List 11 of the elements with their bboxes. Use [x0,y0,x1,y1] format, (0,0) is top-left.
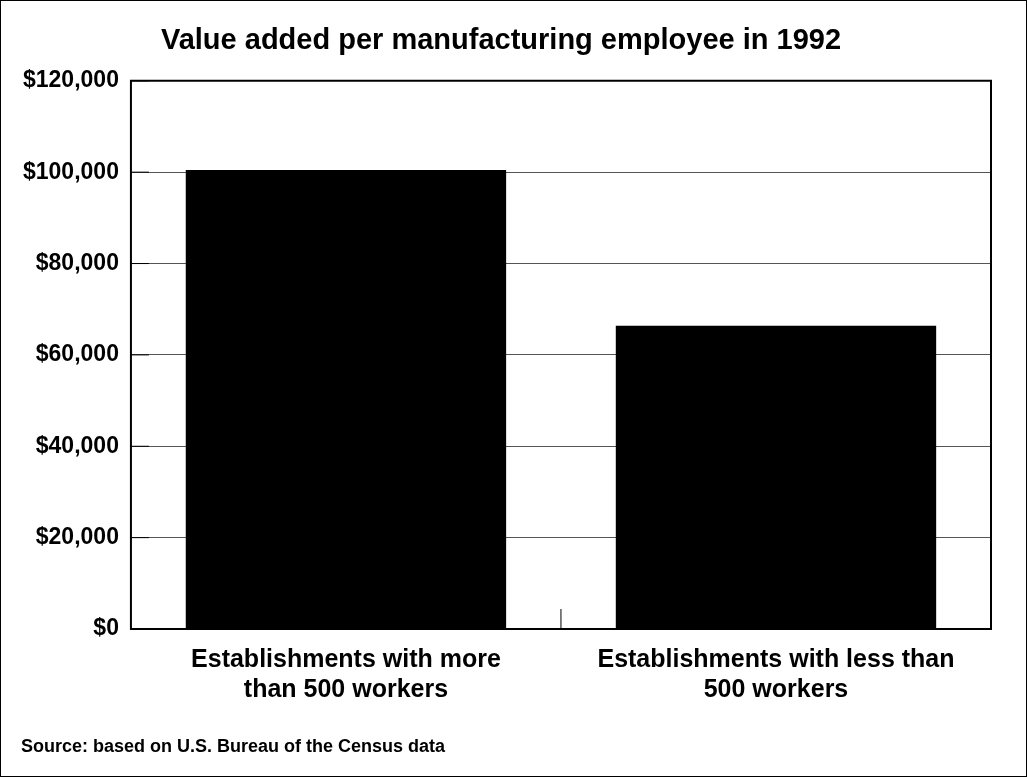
y-tick-label: $60,000 [35,340,119,367]
y-tick-label: $100,000 [22,157,119,184]
y-tick-label: $20,000 [35,522,119,549]
x-tick-label: Establishments with less than 500 workers [597,643,955,702]
source-note: Source: based on U.S. Bureau of the Census data [21,736,446,757]
y-tick-label: $40,000 [35,431,119,458]
x-tick-label: Establishments with more than 500 workers [191,643,501,702]
y-tick-label: $80,000 [35,248,119,275]
chart-title: Value added per manufacturing employee in 1992 [160,23,842,56]
y-tick-label: $0 [93,614,119,641]
y-tick-label: $120,000 [22,66,119,93]
